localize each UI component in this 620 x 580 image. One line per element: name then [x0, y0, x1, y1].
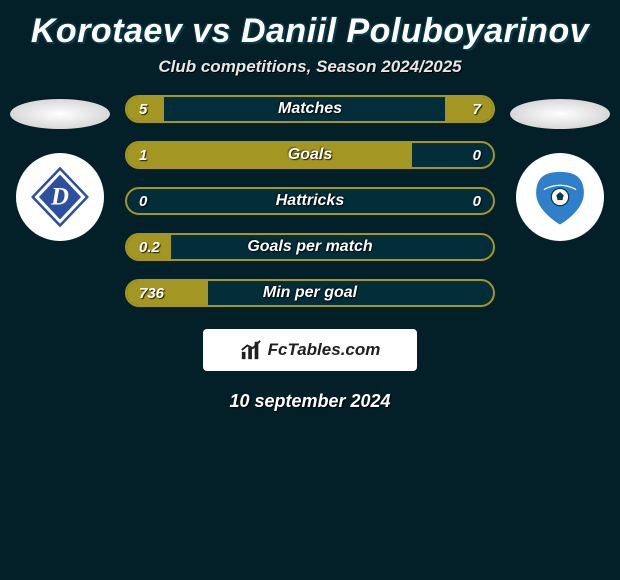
comparison-panel: D Matches57Goals10Hattricks00Goals per m… — [0, 95, 620, 307]
stat-label: Hattricks — [127, 192, 493, 210]
club-right-badge — [516, 153, 604, 241]
player-left-avatar — [10, 99, 110, 129]
subtitle: Club competitions, Season 2024/2025 — [0, 57, 620, 77]
svg-text:D: D — [50, 183, 69, 210]
stat-label: Matches — [127, 100, 493, 118]
player-left-column: D — [0, 95, 120, 241]
stat-value-left: 0.2 — [139, 239, 160, 256]
bar-chart-icon — [240, 339, 262, 361]
club-left-icon: D — [29, 166, 91, 228]
stat-value-right: 7 — [473, 101, 481, 118]
player-right-avatar — [510, 99, 610, 129]
stat-label: Goals per match — [127, 238, 493, 256]
brand-label: FcTables.com — [268, 340, 381, 360]
club-right-icon — [529, 166, 591, 228]
stat-row: Goals10 — [125, 141, 495, 169]
stat-value-right: 0 — [473, 193, 481, 210]
stat-row: Goals per match0.2 — [125, 233, 495, 261]
brand-box[interactable]: FcTables.com — [203, 329, 417, 371]
stat-value-right: 0 — [473, 147, 481, 164]
date-label: 10 september 2024 — [0, 391, 620, 412]
player-right-column — [500, 95, 620, 241]
stats-list: Matches57Goals10Hattricks00Goals per mat… — [125, 95, 495, 307]
stat-value-left: 0 — [139, 193, 147, 210]
page-title: Korotaev vs Daniil Poluboyarinov — [0, 0, 620, 57]
stat-value-left: 5 — [139, 101, 147, 118]
stat-row: Min per goal736 — [125, 279, 495, 307]
club-left-badge: D — [16, 153, 104, 241]
stat-value-left: 1 — [139, 147, 147, 164]
stat-row: Matches5 7 — [125, 95, 495, 123]
stat-row: Hattricks0 0 — [125, 187, 495, 215]
stat-bar-left — [127, 143, 412, 167]
stat-bar-right — [445, 97, 493, 121]
stat-value-left: 736 — [139, 285, 164, 302]
